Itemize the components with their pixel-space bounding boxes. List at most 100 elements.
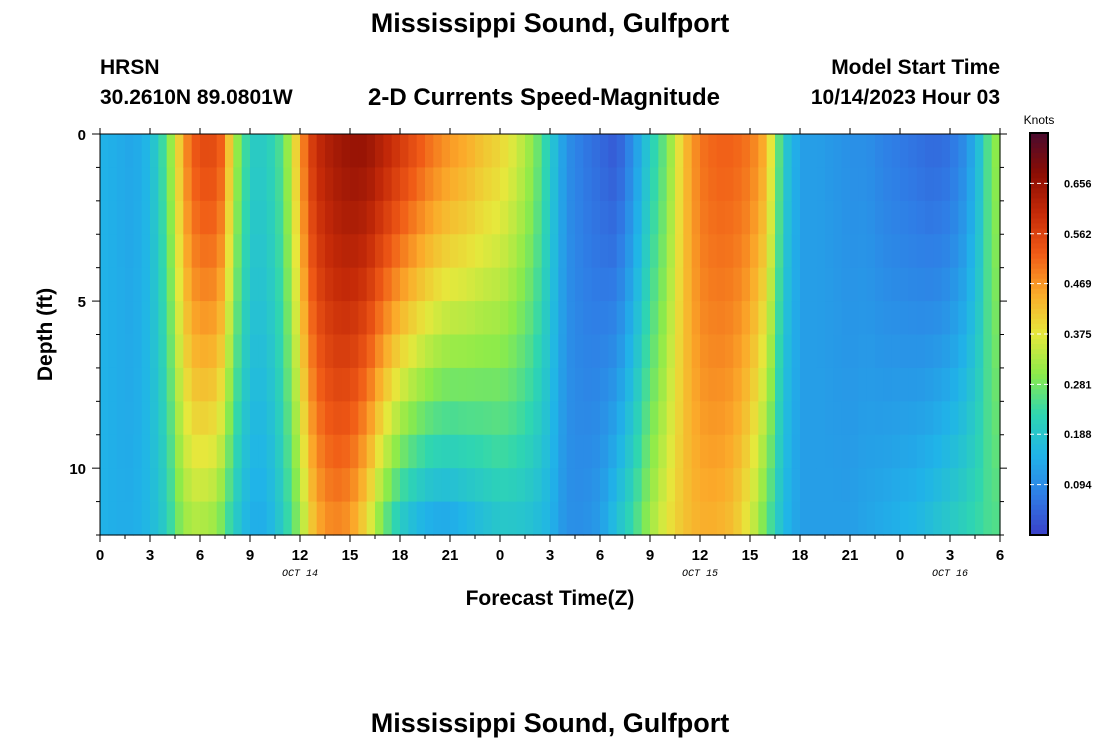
heatmap-cell: [133, 301, 143, 336]
colorbar-segment: [1030, 193, 1048, 199]
colorbar-tick-label: 0.094: [1064, 480, 1092, 492]
heatmap-cell: [100, 234, 109, 269]
heatmap-cell: [891, 234, 901, 269]
heatmap-cell: [575, 401, 584, 436]
heatmap-cell: [508, 267, 518, 302]
heatmap-cell: [491, 234, 501, 269]
heatmap-cell: [275, 401, 284, 436]
heatmap-cell: [283, 501, 293, 536]
heatmap-cell: [816, 334, 826, 369]
heatmap-cell: [983, 200, 993, 235]
heatmap-cell: [375, 468, 384, 503]
heatmap-cell: [791, 167, 801, 202]
heatmap-cell: [383, 434, 393, 469]
heatmap-cell: [858, 234, 868, 269]
colorbar-segment: [1030, 183, 1048, 189]
heatmap-cell: [708, 468, 718, 503]
heatmap-cell: [291, 167, 301, 202]
heatmap-cell: [433, 434, 443, 469]
heatmap-cell: [275, 267, 284, 302]
heatmap-cell: [508, 301, 518, 336]
heatmap-cell: [725, 334, 734, 369]
heatmap-cell: [650, 434, 659, 469]
heatmap-cell: [400, 167, 409, 202]
heatmap-cell: [700, 301, 709, 336]
heatmap-cell: [316, 167, 326, 202]
colorbar-segment: [1030, 143, 1048, 149]
heatmap-cell: [550, 234, 559, 269]
heatmap-cell: [141, 367, 151, 402]
colorbar-segment: [1030, 253, 1048, 260]
heatmap-cell: [450, 200, 459, 235]
heatmap-cell: [733, 234, 743, 269]
heatmap-cell: [100, 501, 109, 536]
heatmap-cell: [866, 267, 876, 302]
heatmap-cell: [608, 334, 618, 369]
heatmap-cell: [208, 401, 218, 436]
heatmap-cell: [250, 234, 259, 269]
heatmap-cell: [875, 134, 884, 169]
heatmap-cell: [266, 200, 276, 235]
heatmap-cell: [250, 434, 259, 469]
x-tick-label: 9: [646, 547, 654, 564]
heatmap-cell: [200, 267, 209, 302]
heatmap-cell: [383, 367, 393, 402]
heatmap-cell: [141, 434, 151, 469]
heatmap-cell: [358, 234, 368, 269]
heatmap-cell: [608, 200, 618, 235]
heatmap-cell: [975, 301, 984, 336]
heatmap-cell: [366, 267, 376, 302]
heatmap-cell: [725, 401, 734, 436]
heatmap-cell: [883, 134, 893, 169]
colorbar-segment: [1030, 148, 1048, 154]
heatmap-cell: [816, 234, 826, 269]
heatmap-cell: [500, 468, 509, 503]
heatmap-cell: [475, 334, 484, 369]
heatmap-cell: [133, 134, 143, 169]
heatmap-cell: [366, 200, 376, 235]
heatmap-cell: [541, 234, 551, 269]
heatmap-cell: [216, 267, 226, 302]
heatmap-cell: [291, 200, 301, 235]
heatmap-cell: [791, 301, 801, 336]
heatmap-cell: [366, 301, 376, 336]
heatmap-cell: [433, 367, 443, 402]
heatmap-cell: [575, 367, 584, 402]
heatmap-cell: [333, 301, 343, 336]
heatmap-cell: [116, 234, 126, 269]
heatmap-cell: [808, 401, 818, 436]
heatmap-cell: [941, 234, 951, 269]
heatmap-cell: [475, 367, 484, 402]
heatmap-cell: [158, 134, 168, 169]
heatmap-cell: [250, 401, 259, 436]
heatmap-cell: [358, 401, 368, 436]
station-id: HRSN: [100, 56, 160, 79]
heatmap-cell: [375, 134, 384, 169]
heatmap-cell: [300, 267, 309, 302]
heatmap-cell: [466, 468, 476, 503]
heatmap-cell: [600, 234, 609, 269]
heatmap-cell: [875, 334, 884, 369]
heatmap-cell: [283, 234, 293, 269]
x-tick-label: 15: [342, 547, 359, 564]
heatmap-cell: [258, 234, 268, 269]
heatmap-cell: [183, 267, 193, 302]
heatmap-cell: [558, 167, 568, 202]
heatmap-cell: [575, 334, 584, 369]
heatmap-cell: [733, 434, 743, 469]
heatmap-cell: [300, 200, 309, 235]
heatmap-cell: [666, 200, 676, 235]
heatmap-cell: [958, 200, 968, 235]
colorbar-segment: [1030, 248, 1048, 255]
heatmap-cell: [275, 334, 284, 369]
heatmap-cell: [758, 234, 768, 269]
heatmap-cell: [466, 301, 476, 336]
heatmap-cell: [266, 167, 276, 202]
heatmap-cell: [641, 301, 651, 336]
heatmap-cell: [350, 468, 359, 503]
heatmap-cell: [925, 301, 934, 336]
heatmap-cell: [766, 401, 776, 436]
heatmap-cell: [716, 167, 726, 202]
heatmap-cell: [433, 200, 443, 235]
heatmap-cell: [491, 468, 501, 503]
